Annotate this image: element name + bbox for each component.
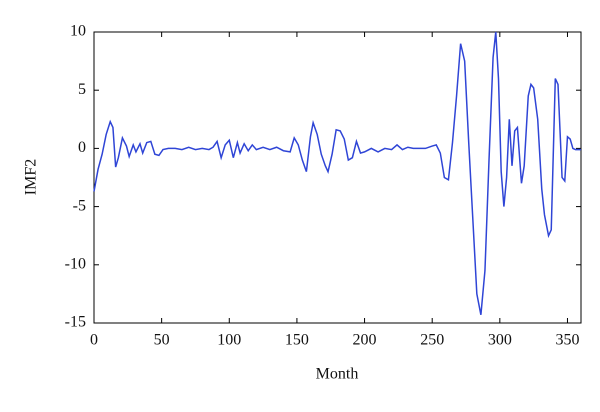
y-axis-label: IMF2 [23,159,40,195]
x-tick-label: 150 [285,332,309,349]
x-tick-label: 300 [488,332,512,349]
x-tick-label: 50 [154,332,170,349]
x-tick-label: 200 [353,332,377,349]
y-tick-label: -5 [73,197,86,214]
y-tick-label: 10 [70,23,86,40]
y-tick-label: 5 [78,81,86,98]
data-line [93,31,581,315]
x-tick-label: 350 [555,332,579,349]
y-tick-label: -10 [65,255,86,272]
y-tick-label: 0 [78,139,86,156]
x-axis-label: Month [316,366,359,383]
x-tick-label: 0 [90,332,98,349]
x-tick-label: 250 [420,332,444,349]
plot-frame [93,31,582,324]
y-tick-label: -15 [65,314,86,331]
x-tick-label: 100 [217,332,241,349]
